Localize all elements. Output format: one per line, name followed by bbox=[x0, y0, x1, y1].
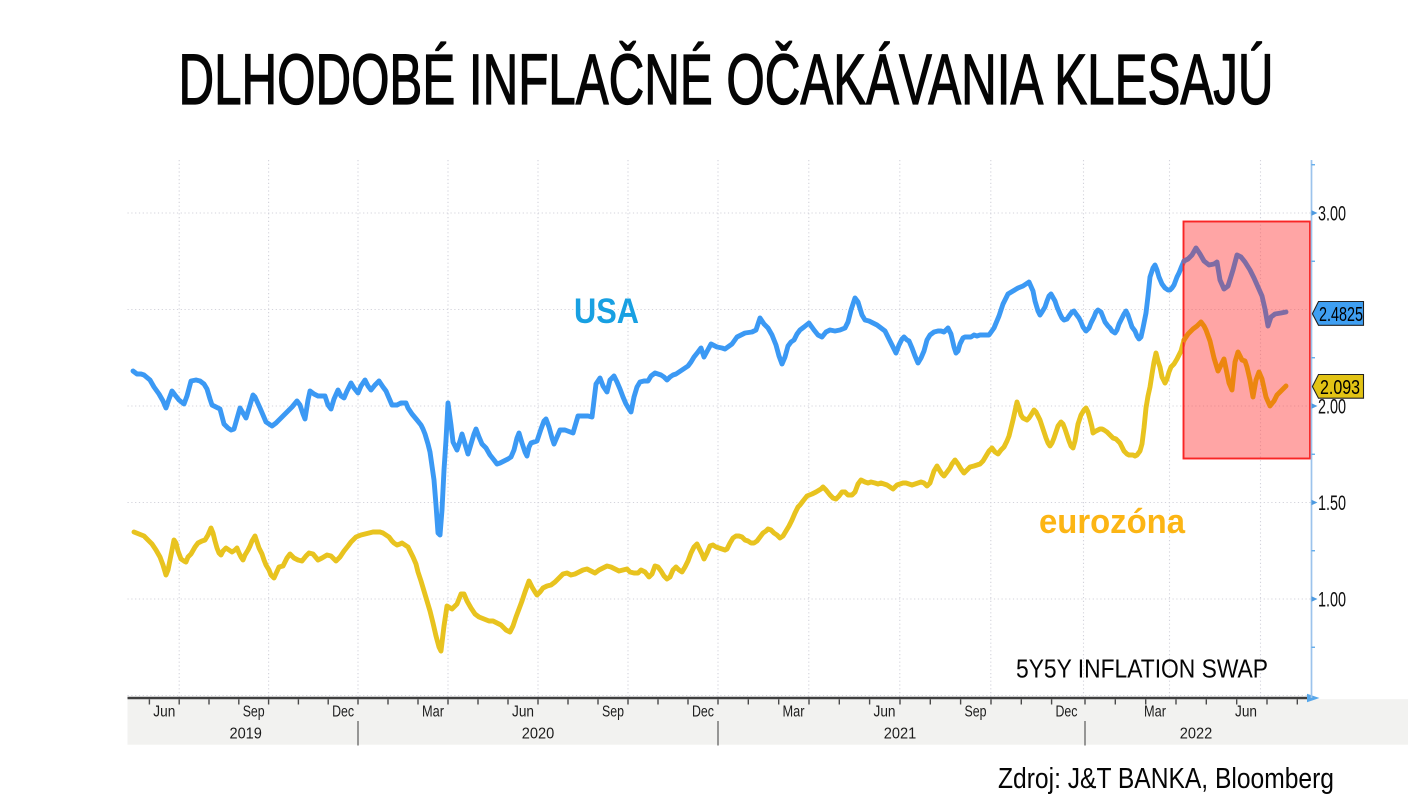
svg-text:Sep: Sep bbox=[243, 704, 265, 721]
svg-text:2.093: 2.093 bbox=[1320, 376, 1360, 399]
svg-text:Mar: Mar bbox=[1144, 704, 1166, 721]
svg-text:USA: USA bbox=[574, 292, 639, 331]
svg-text:2.00: 2.00 bbox=[1318, 396, 1346, 419]
svg-text:Jun: Jun bbox=[874, 704, 896, 721]
svg-text:2.4825: 2.4825 bbox=[1319, 303, 1363, 326]
svg-text:Sep: Sep bbox=[965, 704, 987, 721]
svg-text:eurozóna: eurozóna bbox=[1039, 503, 1186, 541]
svg-text:Jun: Jun bbox=[1235, 704, 1257, 721]
svg-text:2019: 2019 bbox=[229, 726, 262, 743]
svg-text:1.50: 1.50 bbox=[1318, 492, 1346, 515]
svg-text:Zdroj: J&T BANKA, Bloomberg: Zdroj: J&T BANKA, Bloomberg bbox=[998, 763, 1334, 795]
svg-text:DLHODOBÉ INFLAČNÉ OČAKÁVANIA K: DLHODOBÉ INFLAČNÉ OČAKÁVANIA KLESAJÚ bbox=[179, 41, 1274, 120]
svg-text:1.00: 1.00 bbox=[1318, 589, 1346, 612]
svg-text:Dec: Dec bbox=[1056, 704, 1078, 721]
svg-text:2021: 2021 bbox=[884, 726, 917, 743]
svg-text:Mar: Mar bbox=[422, 704, 444, 721]
svg-text:2020: 2020 bbox=[522, 726, 555, 743]
svg-text:2022: 2022 bbox=[1180, 726, 1213, 743]
svg-text:5Y5Y INFLATION SWAP: 5Y5Y INFLATION SWAP bbox=[1016, 656, 1268, 684]
svg-text:Jun: Jun bbox=[512, 704, 534, 721]
svg-text:Jun: Jun bbox=[153, 704, 175, 721]
svg-text:Sep: Sep bbox=[602, 704, 624, 721]
svg-text:Mar: Mar bbox=[783, 704, 805, 721]
svg-text:3.00: 3.00 bbox=[1318, 203, 1346, 226]
svg-text:Dec: Dec bbox=[332, 704, 354, 721]
svg-text:Dec: Dec bbox=[692, 704, 714, 721]
